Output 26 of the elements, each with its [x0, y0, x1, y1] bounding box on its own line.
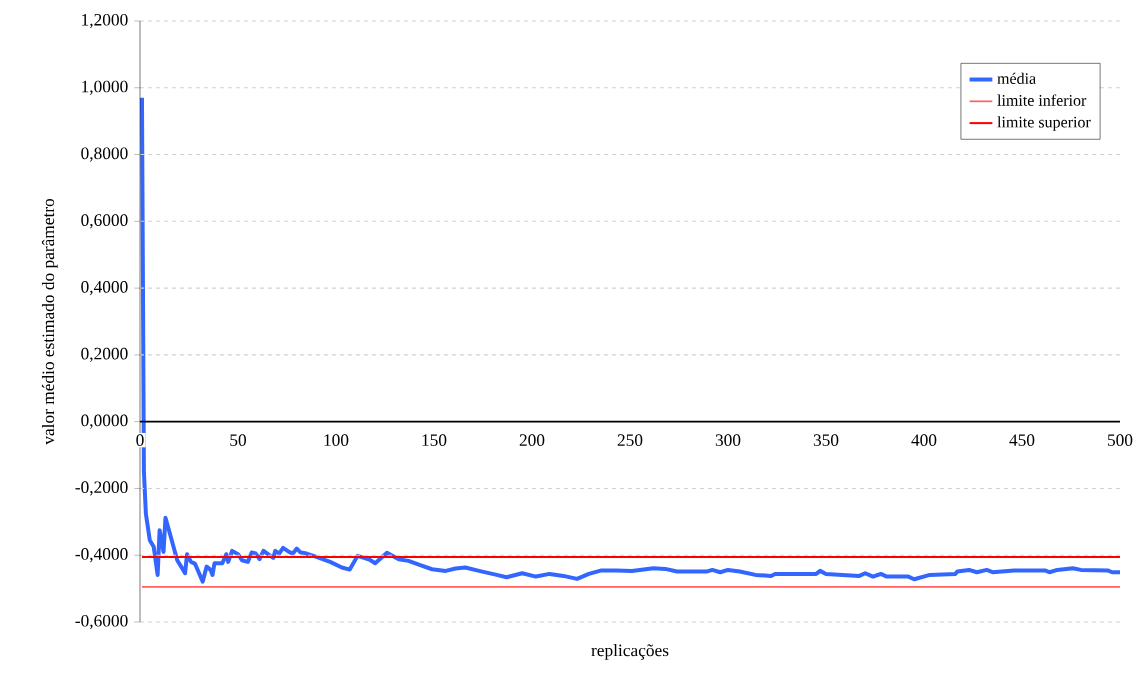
x-tick-label: 350: [813, 434, 839, 446]
x-tick-label: 0: [136, 434, 144, 446]
x-tick-label: 450: [1009, 434, 1035, 446]
y-tick-label: 1,0000: [82, 80, 128, 95]
y-tick-label: 0,0000: [81, 414, 128, 429]
x-tick-label: 150: [422, 434, 447, 446]
y-tick-label: -0,6000: [75, 614, 128, 630]
y-tick-label: -0,2000: [75, 481, 128, 496]
x-axis-title: replicações: [591, 644, 669, 660]
y-tick-label: 0,2000: [81, 347, 128, 362]
x-tick-label: 400: [911, 434, 937, 446]
y-tick-label: 1,2000: [82, 13, 128, 29]
x-tick-label: 100: [324, 434, 349, 446]
y-tick-label: -0,4000: [75, 548, 128, 563]
x-tick-label: 500: [1108, 434, 1133, 446]
legend-label: limite superior: [997, 116, 1091, 131]
x-tick-label: 300: [715, 434, 741, 446]
y-tick-label: 0,4000: [81, 281, 128, 296]
legend-label: limite inferior: [997, 94, 1087, 106]
y-tick-label: 0,8000: [81, 147, 128, 162]
x-tick-label: 50: [230, 434, 247, 446]
x-tick-label: 200: [519, 434, 545, 446]
legend-label: média: [997, 72, 1036, 84]
y-tick-label: 0,6000: [81, 214, 128, 229]
y-axis-title: valor médio estimado do parâmetro: [41, 198, 58, 445]
x-tick-label: 250: [617, 434, 643, 446]
